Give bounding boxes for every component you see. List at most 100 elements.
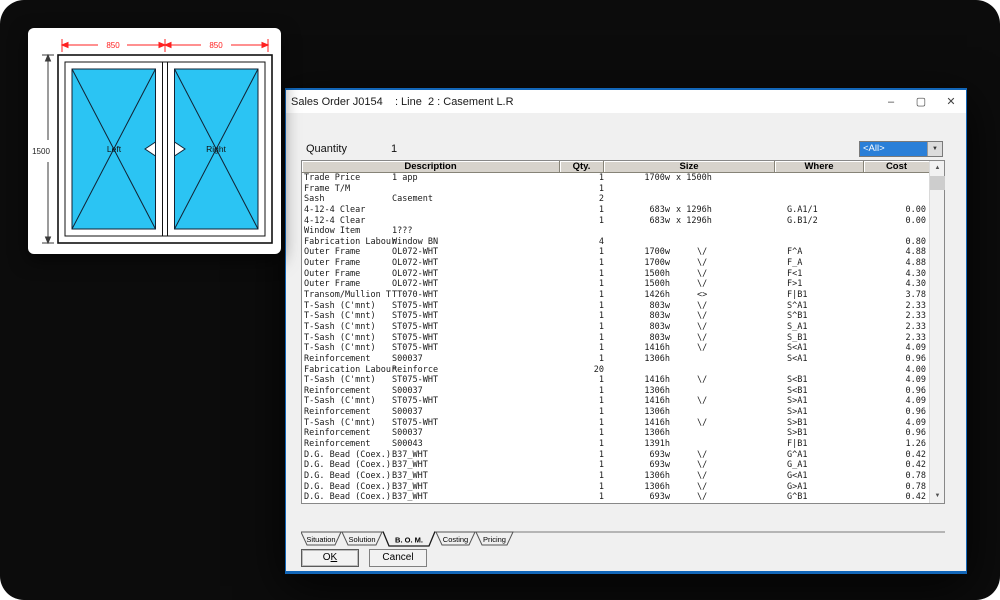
cell-cost: 0.78 (905, 481, 926, 492)
cell-description-code: ST075-WHT (392, 300, 439, 311)
cell-size-dim: 693w (649, 449, 670, 460)
table-row[interactable]: Outer Frame OL072-WHT 1 1500h \/ F<1 4.3… (302, 269, 929, 280)
table-row[interactable]: 4-12-4 Clear 1 683w x 1296h G.B1/2 0.00 (302, 216, 929, 227)
ok-button[interactable]: OK (301, 549, 359, 567)
tab-bom[interactable]: B. O. M. (382, 531, 436, 547)
cell-size-symbol: \/ (697, 449, 708, 460)
column-header-cost[interactable]: Cost (864, 161, 930, 173)
maximize-icon[interactable]: ▢ (915, 96, 927, 108)
table-row[interactable]: T-Sash (C'mnt) ST075-WHT 1 803w \/ S_B1 … (302, 333, 929, 344)
cell-cost: 1.26 (905, 439, 926, 450)
cell-where: G.B1/2 (787, 215, 818, 226)
table-row[interactable]: Outer Frame OL072-WHT 1 1500h \/ F>1 4.3… (302, 279, 929, 290)
table-row[interactable]: T-Sash (C'mnt) ST075-WHT 1 803w \/ S^B1 … (302, 311, 929, 322)
cell-where: S>B1 (787, 417, 808, 428)
table-row[interactable]: Outer Frame OL072-WHT 1 1700w \/ F_A 4.8… (302, 258, 929, 269)
scroll-up-icon[interactable]: ▲ (934, 165, 941, 171)
filter-dropdown[interactable]: <All> ▼ (859, 141, 943, 157)
cancel-button[interactable]: Cancel (369, 549, 427, 567)
cell-qty: 1 (598, 470, 604, 481)
tab-situation[interactable]: Situation (301, 531, 342, 546)
scroll-down-icon[interactable]: ▼ (934, 493, 941, 499)
cell-size-dim: 1700w (644, 247, 670, 258)
cell-where: S<B1 (787, 385, 808, 396)
cell-where: F^A (787, 247, 803, 258)
column-header-description[interactable]: Description (302, 161, 560, 173)
table-row[interactable]: T-Sash (C'mnt) ST075-WHT 1 803w \/ S^A1 … (302, 301, 929, 312)
minimize-icon[interactable]: – (887, 95, 895, 108)
tab-solution[interactable]: Solution (341, 531, 383, 546)
cell-qty: 1 (598, 449, 604, 460)
cell-size-symbol: \/ (697, 343, 708, 354)
table-row[interactable]: D.G. Bead (Coex.) B37_WHT 1 693w \/ G_A1… (302, 460, 929, 471)
table-row[interactable]: Reinforcement S00037 1 1306h S>A1 0.96 (302, 407, 929, 418)
table-row[interactable]: Trade Price 1 app 1 1700w x 1500h (302, 173, 929, 184)
cell-size-symbol: \/ (697, 247, 708, 258)
table-row[interactable]: Reinforcement S00037 1 1306h S<B1 0.96 (302, 386, 929, 397)
filter-selected-value: <All> (860, 142, 927, 156)
cell-cost: 2.33 (905, 300, 926, 311)
table-row[interactable]: Sash Casement 2 (302, 194, 929, 205)
close-icon[interactable]: ✕ (946, 96, 956, 108)
cell-where: S_B1 (787, 332, 808, 343)
table-row[interactable]: Reinforcement S00043 1 1391h F|B1 1.26 (302, 439, 929, 450)
table-row[interactable]: 4-12-4 Clear 1 683w x 1296h G.A1/1 0.00 (302, 205, 929, 216)
column-header-where[interactable]: Where (775, 161, 864, 173)
cell-cost: 4.88 (905, 247, 926, 258)
cell-description-code: S00037 (392, 428, 423, 439)
cell-cost: 0.42 (905, 492, 926, 503)
table-row[interactable]: Fabrication Labour Window BN 4 0.80 (302, 237, 929, 248)
table-row[interactable]: D.G. Bead (Coex.) B37_WHT 1 693w \/ G^B1… (302, 492, 929, 503)
table-row[interactable]: D.G. Bead (Coex.) B37_WHT 1 693w \/ G^A1… (302, 450, 929, 461)
table-row[interactable]: T-Sash (C'mnt) ST075-WHT 1 803w \/ S_A1 … (302, 322, 929, 333)
cell-qty: 1 (598, 353, 604, 364)
cell-description: Outer Frame (304, 279, 361, 290)
cell-qty: 1 (598, 375, 604, 386)
cell-description-code: ST075-WHT (392, 417, 439, 428)
chevron-down-icon[interactable]: ▼ (927, 142, 942, 156)
cell-description-code: OL072-WHT (392, 258, 439, 269)
table-row[interactable]: Fabrication Labour Reinforce 20 4.00 (302, 365, 929, 376)
table-row[interactable]: Frame T/M 1 (302, 184, 929, 195)
cell-size-symbol: \/ (697, 258, 708, 269)
table-row[interactable]: T-Sash (C'mnt) ST075-WHT 1 1416h \/ S>B1… (302, 418, 929, 429)
cell-size-dim: 1391h (644, 439, 670, 450)
cell-description: T-Sash (C'mnt) (304, 343, 376, 354)
table-row[interactable]: D.G. Bead (Coex.) B37_WHT 1 1306h \/ G>A… (302, 482, 929, 493)
cell-description-code: ST075-WHT (392, 321, 439, 332)
cell-size-dim: 1500h (644, 279, 670, 290)
cell-description: Outer Frame (304, 247, 361, 258)
tab-costing[interactable]: Costing (435, 531, 476, 546)
table-row[interactable]: T-Sash (C'mnt) ST075-WHT 1 1416h \/ S<B1… (302, 375, 929, 386)
cell-description: T-Sash (C'mnt) (304, 321, 376, 332)
cell-where: F|B1 (787, 439, 808, 450)
table-row[interactable]: Reinforcement S00037 1 1306h S>B1 0.96 (302, 428, 929, 439)
column-header-qty[interactable]: Qty. (560, 161, 604, 173)
dialog-content: Quantity 1 <All> ▼ Description Qty. Size… (286, 113, 966, 571)
cell-description: 4-12-4 Clear (304, 204, 366, 215)
table-row[interactable]: Reinforcement S00037 1 1306h S<A1 0.96 (302, 354, 929, 365)
cell-description: D.G. Bead (Coex.) (304, 492, 391, 503)
vertical-scrollbar[interactable]: ▲ ▼ (929, 161, 945, 503)
cell-qty: 1 (598, 204, 604, 215)
column-header-size[interactable]: Size (604, 161, 775, 173)
cell-cost: 4.09 (905, 396, 926, 407)
cell-description-code: ST075-WHT (392, 375, 439, 386)
cell-where: F<1 (787, 268, 803, 279)
table-row[interactable]: Transom/Mullion T TT070-WHT 1 1426h <> F… (302, 290, 929, 301)
cell-size-dim: 1306h (644, 428, 670, 439)
table-row[interactable]: D.G. Bead (Coex.) B37_WHT 1 1306h \/ G<A… (302, 471, 929, 482)
cell-cost: 0.42 (905, 460, 926, 471)
table-row[interactable]: Outer Frame OL072-WHT 1 1700w \/ F^A 4.8… (302, 247, 929, 258)
table-row[interactable]: T-Sash (C'mnt) ST075-WHT 1 1416h \/ S>A1… (302, 396, 929, 407)
table-row[interactable]: Window Item 1??? (302, 226, 929, 237)
scrollbar-thumb[interactable] (930, 176, 945, 190)
cell-size-suffix: x 1500h (676, 173, 712, 183)
dialog-titlebar[interactable]: Sales Order J0154 : Line 2 : Casement L.… (286, 90, 966, 113)
cell-where: S>A1 (787, 407, 808, 418)
table-row[interactable]: T-Sash (C'mnt) ST075-WHT 1 1416h \/ S<A1… (302, 343, 929, 354)
tab-pricing[interactable]: Pricing (475, 531, 514, 546)
cell-size-symbol: \/ (697, 396, 708, 407)
cell-where: S<B1 (787, 375, 808, 386)
cell-cost: 4.30 (905, 279, 926, 290)
